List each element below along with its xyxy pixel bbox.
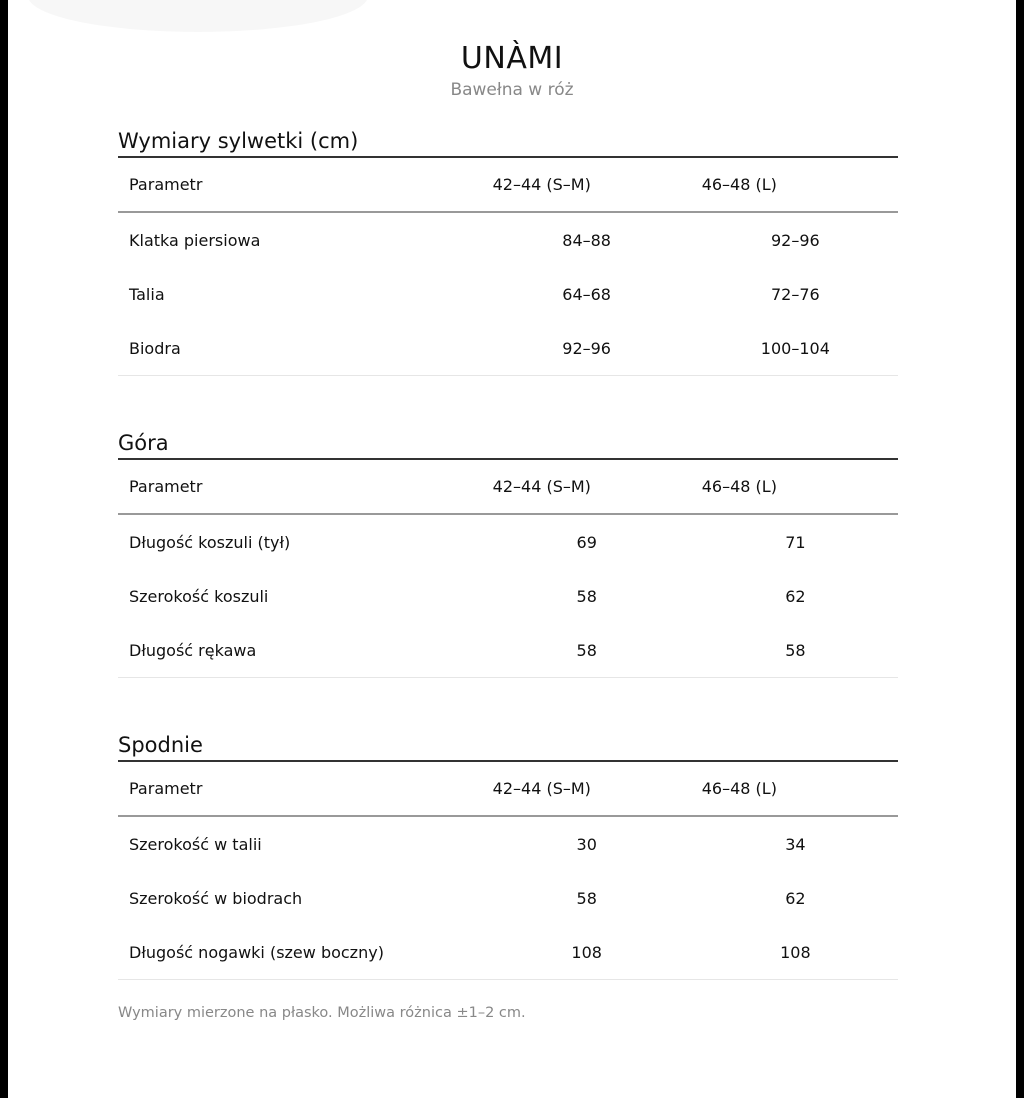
table-row: Talia 64–68 72–76 [118, 267, 898, 321]
parameter-cell: Szerokość w biodrach [129, 888, 303, 908]
page: UNÀMI Bawełna w róż Wymiary sylwetki (cm… [8, 0, 1016, 1098]
table-header-row: Parametr 42–44 (S–M) 46–48 (L) [118, 762, 898, 817]
value-cell: 58 [576, 586, 597, 606]
table-row: Długość nogawki (szew boczny) 108 108 [118, 925, 898, 980]
value-cell: 34 [785, 834, 806, 854]
value-cell: 84–88 [562, 230, 611, 250]
table-row: Szerokość koszuli 58 62 [118, 569, 898, 623]
size-table: Parametr 42–44 (S–M) 46–48 (L) Klatka piers… [118, 158, 898, 376]
size-table: Parametr 42–44 (S–M) 46–48 (L) Długość kosz… [118, 460, 898, 678]
section-title: Góra [118, 428, 898, 460]
column-header: 46–48 (L) [692, 460, 898, 515]
column-header: 42–44 (S–M) [480, 762, 693, 817]
section-title: Spodnie [118, 730, 898, 762]
size-section: Wymiary sylwetki (cm) Parametr 42–44 (S–M)… [118, 126, 898, 376]
section-title: Wymiary sylwetki (cm) [118, 126, 898, 158]
size-section: Góra Parametr 42–44 (S–M) 46–48 (L) Długość … [118, 428, 898, 678]
column-header: Parametr [118, 762, 481, 817]
value-cell: 30 [576, 834, 597, 854]
parameter-cell: Talia [129, 284, 165, 304]
column-header: Parametr [118, 460, 481, 515]
value-cell: 71 [785, 532, 806, 552]
brand-title: UNÀMI [460, 41, 564, 76]
table-row: Szerokość w biodrach 58 62 [118, 871, 898, 925]
table-row: Długość koszuli (tył) 69 71 [118, 514, 898, 569]
table-header-row: Parametr 42–44 (S–M) 46–48 (L) [118, 158, 898, 213]
parameter-cell: Klatka piersiowa [129, 230, 261, 250]
size-section: Spodnie Parametr 42–44 (S–M) 46–48 (L) Szero… [118, 730, 898, 980]
measurement-note: Wymiary mierzone na płasko. Możliwa różn… [118, 1005, 526, 1021]
value-cell: 62 [785, 888, 806, 908]
column-header: 46–48 (L) [692, 158, 898, 213]
column-header: 42–44 (S–M) [480, 460, 693, 515]
parameter-cell: Długość koszuli (tył) [129, 532, 291, 552]
value-cell: 108 [480, 925, 693, 980]
value-cell: 62 [785, 586, 806, 606]
size-table: Parametr 42–44 (S–M) 46–48 (L) Szerokość w … [118, 762, 898, 980]
table-header-row: Parametr 42–44 (S–M) 46–48 (L) [118, 460, 898, 515]
value-cell: 69 [576, 532, 597, 552]
value-cell: 108 [692, 925, 898, 980]
parameter-cell: Szerokość koszuli [129, 586, 269, 606]
table-row: Długość rękawa 58 58 [118, 623, 898, 678]
parameter-cell: Biodra [118, 321, 481, 376]
parameter-cell: Szerokość w talii [129, 834, 262, 854]
value-cell: 100–104 [692, 321, 898, 376]
value-cell: 72–76 [770, 284, 820, 304]
parameter-cell: Długość rękawa [118, 623, 481, 678]
column-header: 42–44 (S–M) [480, 158, 693, 213]
column-header: 46–48 (L) [692, 762, 898, 817]
value-cell: 58 [480, 623, 693, 678]
decorative-shape [28, 0, 368, 32]
table-row: Szerokość w talii 30 34 [118, 816, 898, 871]
value-cell: 92–96 [770, 230, 820, 250]
parameter-cell: Długość nogawki (szew boczny) [118, 925, 481, 980]
table-row: Biodra 92–96 100–104 [118, 321, 898, 376]
value-cell: 92–96 [480, 321, 693, 376]
brand-subtitle: Bawełna w róż [450, 80, 574, 100]
value-cell: 58 [692, 623, 898, 678]
value-cell: 58 [576, 888, 597, 908]
column-header: Parametr [118, 158, 481, 213]
value-cell: 64–68 [562, 284, 611, 304]
table-row: Klatka piersiowa 84–88 92–96 [118, 212, 898, 267]
